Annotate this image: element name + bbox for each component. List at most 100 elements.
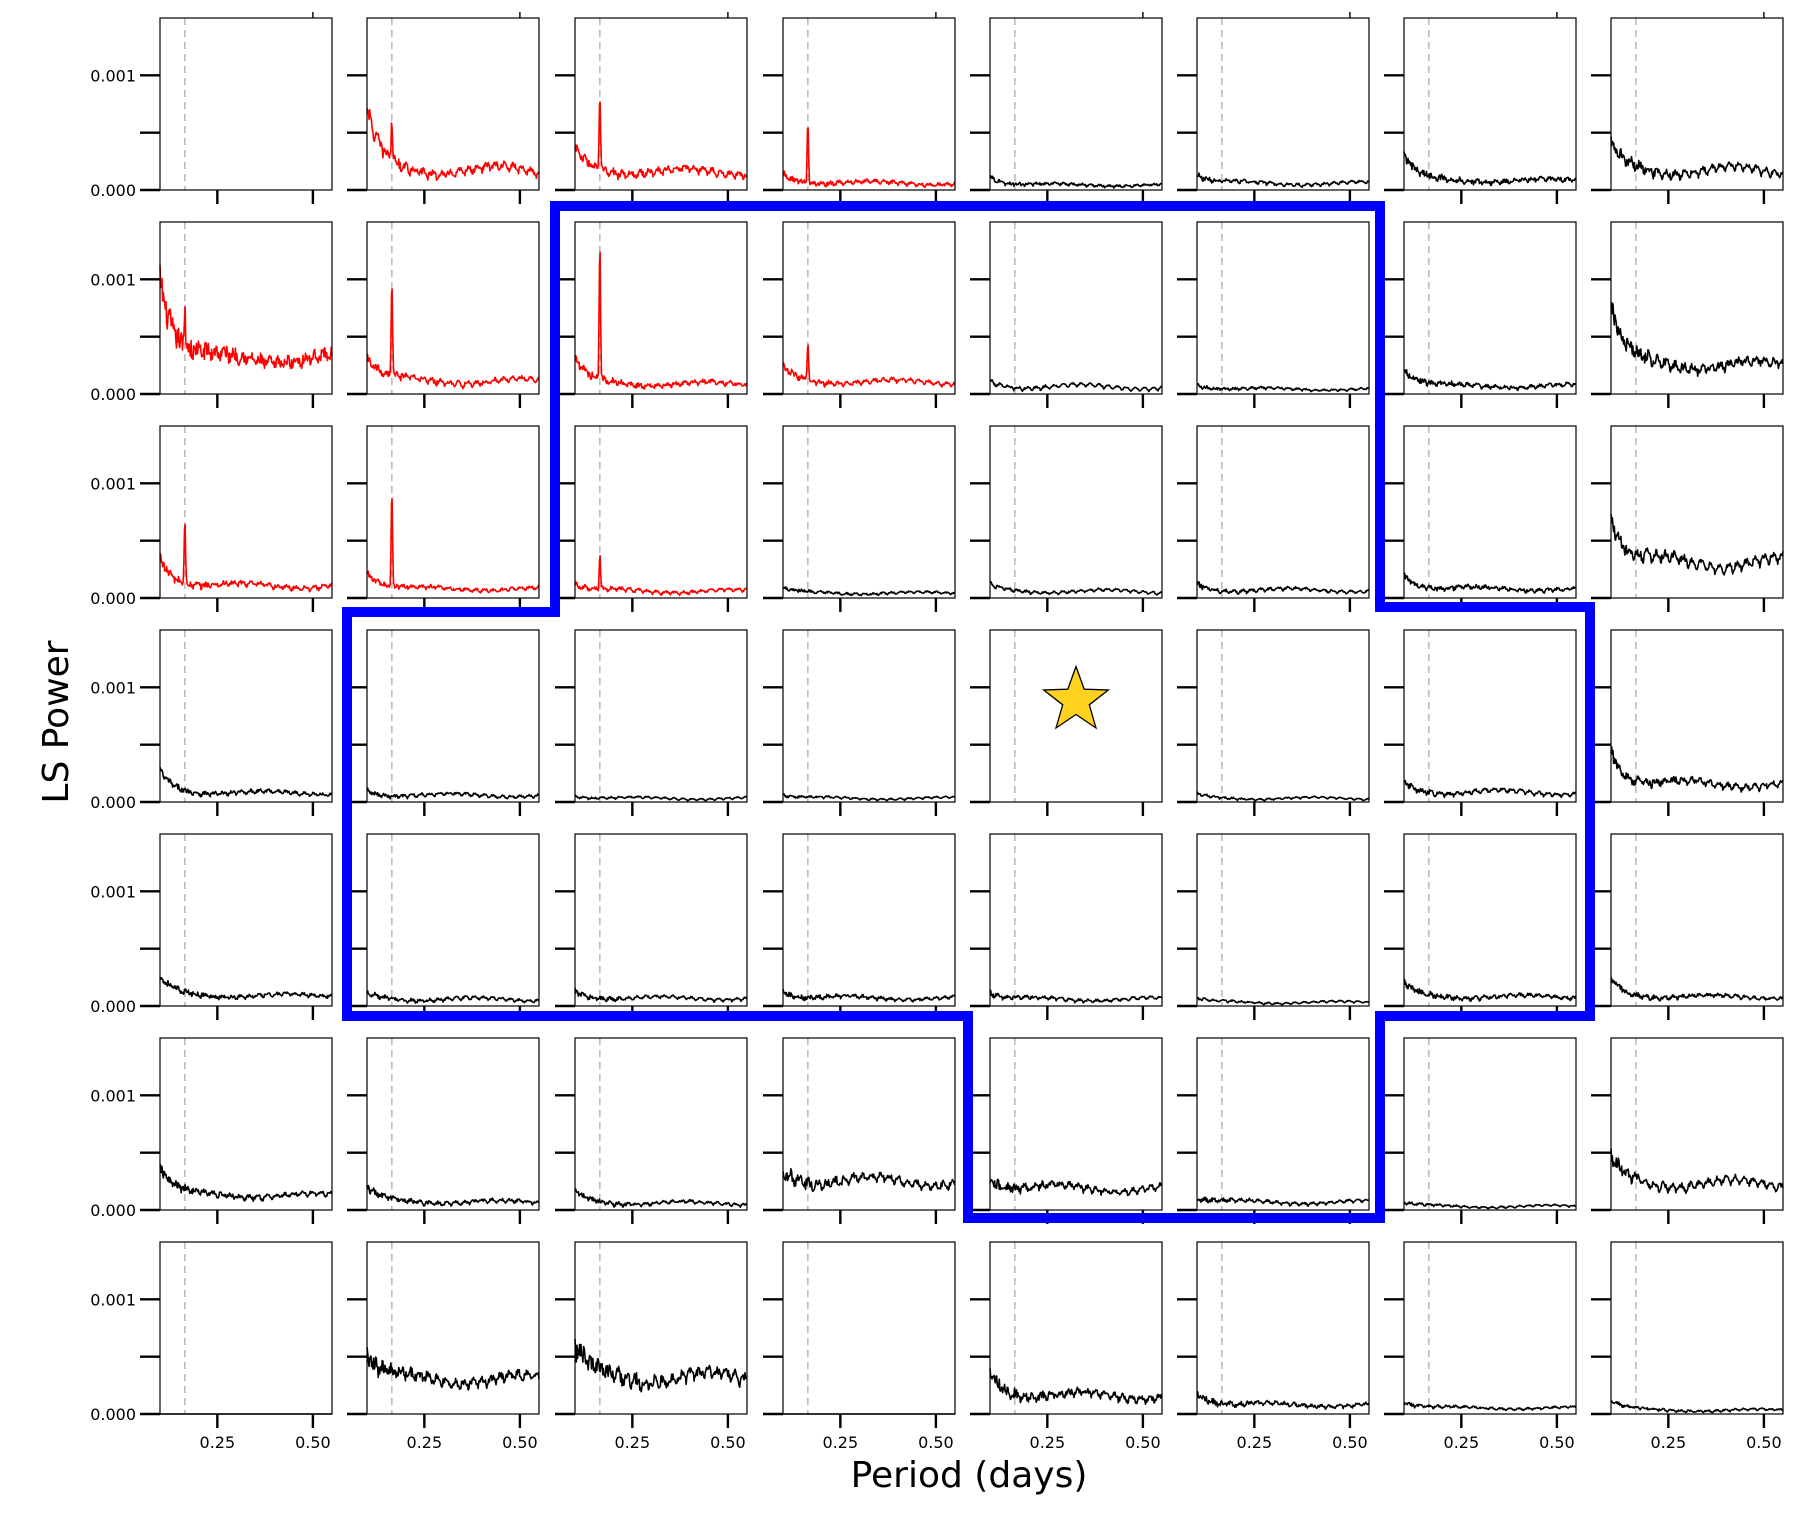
panel-frame [1610, 221, 1784, 395]
power-series-line [1403, 1401, 1577, 1412]
panel-frame [1196, 425, 1370, 599]
panel-frame [574, 17, 748, 191]
power-series-line [1403, 1201, 1577, 1210]
panel-3-2 [555, 629, 748, 816]
panel-4-5 [1177, 833, 1370, 1020]
y-tick-label: 0.001 [90, 882, 136, 901]
power-series-line [1610, 301, 1784, 377]
panel-2-3 [763, 425, 956, 612]
power-series-line [1196, 791, 1370, 802]
panel-frame [366, 1241, 540, 1415]
panel-2-1 [347, 425, 540, 612]
panel-frame [159, 1037, 333, 1211]
panel-frame [1403, 1037, 1577, 1211]
power-series-line [1610, 746, 1784, 793]
panel-frame [782, 425, 956, 599]
panel-3-6 [1384, 629, 1577, 816]
power-series-line [366, 288, 540, 390]
panel-0-1 [347, 12, 540, 204]
power-series-line [1196, 580, 1370, 595]
panel-frame [1610, 1241, 1784, 1415]
panel-5-0: 0.000 0.001 [90, 1037, 333, 1224]
power-series-line [366, 787, 540, 800]
panel-frame [159, 629, 333, 803]
panel-frame [366, 221, 540, 395]
x-tick-label: 0.25 [823, 1433, 859, 1452]
panel-2-0: 0.000 0.001 [90, 425, 333, 612]
y-axis-label: LS Power [36, 640, 77, 803]
y-tick-label: 0.000 [90, 1405, 136, 1424]
power-series-line [1610, 1400, 1784, 1414]
panel-5-3 [763, 1037, 956, 1224]
panel-5-2 [555, 1037, 748, 1224]
panel-frame [1610, 833, 1784, 1007]
power-series-line [574, 794, 748, 802]
panel-frame [574, 1241, 748, 1415]
panel-3-1 [347, 629, 540, 816]
panel-frame [366, 833, 540, 1007]
panel-frame [366, 629, 540, 803]
x-tick-label: 0.50 [1746, 1433, 1782, 1452]
x-tick-label: 0.50 [295, 1433, 331, 1452]
x-tick-label: 0.25 [1237, 1433, 1273, 1452]
power-series-line [1610, 136, 1784, 181]
power-series-line [989, 1368, 1163, 1405]
panel-frame [1403, 1241, 1577, 1415]
panel-3-5 [1177, 629, 1370, 816]
power-series-line [159, 1163, 333, 1202]
power-series-line [366, 990, 540, 1004]
panel-frame [574, 629, 748, 803]
panel-frame [782, 1037, 956, 1211]
panel-frame [159, 425, 333, 599]
panel-frame [1403, 833, 1577, 1007]
power-series-line [1610, 1148, 1784, 1195]
power-series-line [1196, 996, 1370, 1006]
panel-frame [159, 17, 333, 191]
panel-2-2 [555, 425, 748, 612]
panel-0-4 [970, 12, 1163, 204]
power-series-line [159, 523, 333, 593]
y-tick-label: 0.001 [90, 678, 136, 697]
panel-frame [989, 221, 1163, 395]
x-tick-label: 0.50 [1125, 1433, 1161, 1452]
power-series-line [366, 1184, 540, 1207]
power-series-line [782, 1168, 956, 1192]
power-series-line [1403, 572, 1577, 594]
y-tick-label: 0.000 [90, 385, 136, 404]
panel-frame [782, 1241, 956, 1415]
panel-3-7 [1591, 629, 1784, 816]
panel-frame [1196, 1037, 1370, 1211]
panel-4-6 [1384, 833, 1577, 1020]
star-layer [1041, 664, 1111, 730]
panel-1-2 [555, 221, 748, 408]
panel-4-4 [970, 833, 1163, 1020]
panel-frame [574, 221, 748, 395]
power-series-line [1196, 1196, 1370, 1207]
panel-1-4 [970, 221, 1163, 408]
x-tick-label: 0.50 [1539, 1433, 1575, 1452]
panel-1-1 [347, 221, 540, 408]
panel-frame [574, 425, 748, 599]
panel-frame [159, 1241, 333, 1415]
power-series-line [159, 767, 333, 798]
panel-frame [782, 629, 956, 803]
x-tick-label: 0.50 [502, 1433, 538, 1452]
panel-frame [1196, 1241, 1370, 1415]
x-tick-label: 0.50 [710, 1433, 746, 1452]
y-tick-label: 0.001 [90, 1086, 136, 1105]
panel-frame [989, 17, 1163, 191]
power-series-line [1610, 514, 1784, 576]
panel-frame [366, 17, 540, 191]
power-series-line [574, 101, 748, 181]
panel-frame [366, 1037, 540, 1211]
panel-grid: 0.000 0.001 0.000 0.001 0.000 0.001 0.000 0.001… [90, 12, 1784, 1452]
power-series-line [782, 344, 956, 388]
panel-frame [1610, 425, 1784, 599]
y-tick-label: 0.001 [90, 270, 136, 289]
panel-frame [574, 1037, 748, 1211]
panel-frame [1403, 425, 1577, 599]
panel-4-1 [347, 833, 540, 1020]
panel-6-1: 0.25 0.50 [347, 1241, 540, 1452]
power-series-line [989, 175, 1163, 189]
panel-5-7 [1591, 1037, 1784, 1224]
